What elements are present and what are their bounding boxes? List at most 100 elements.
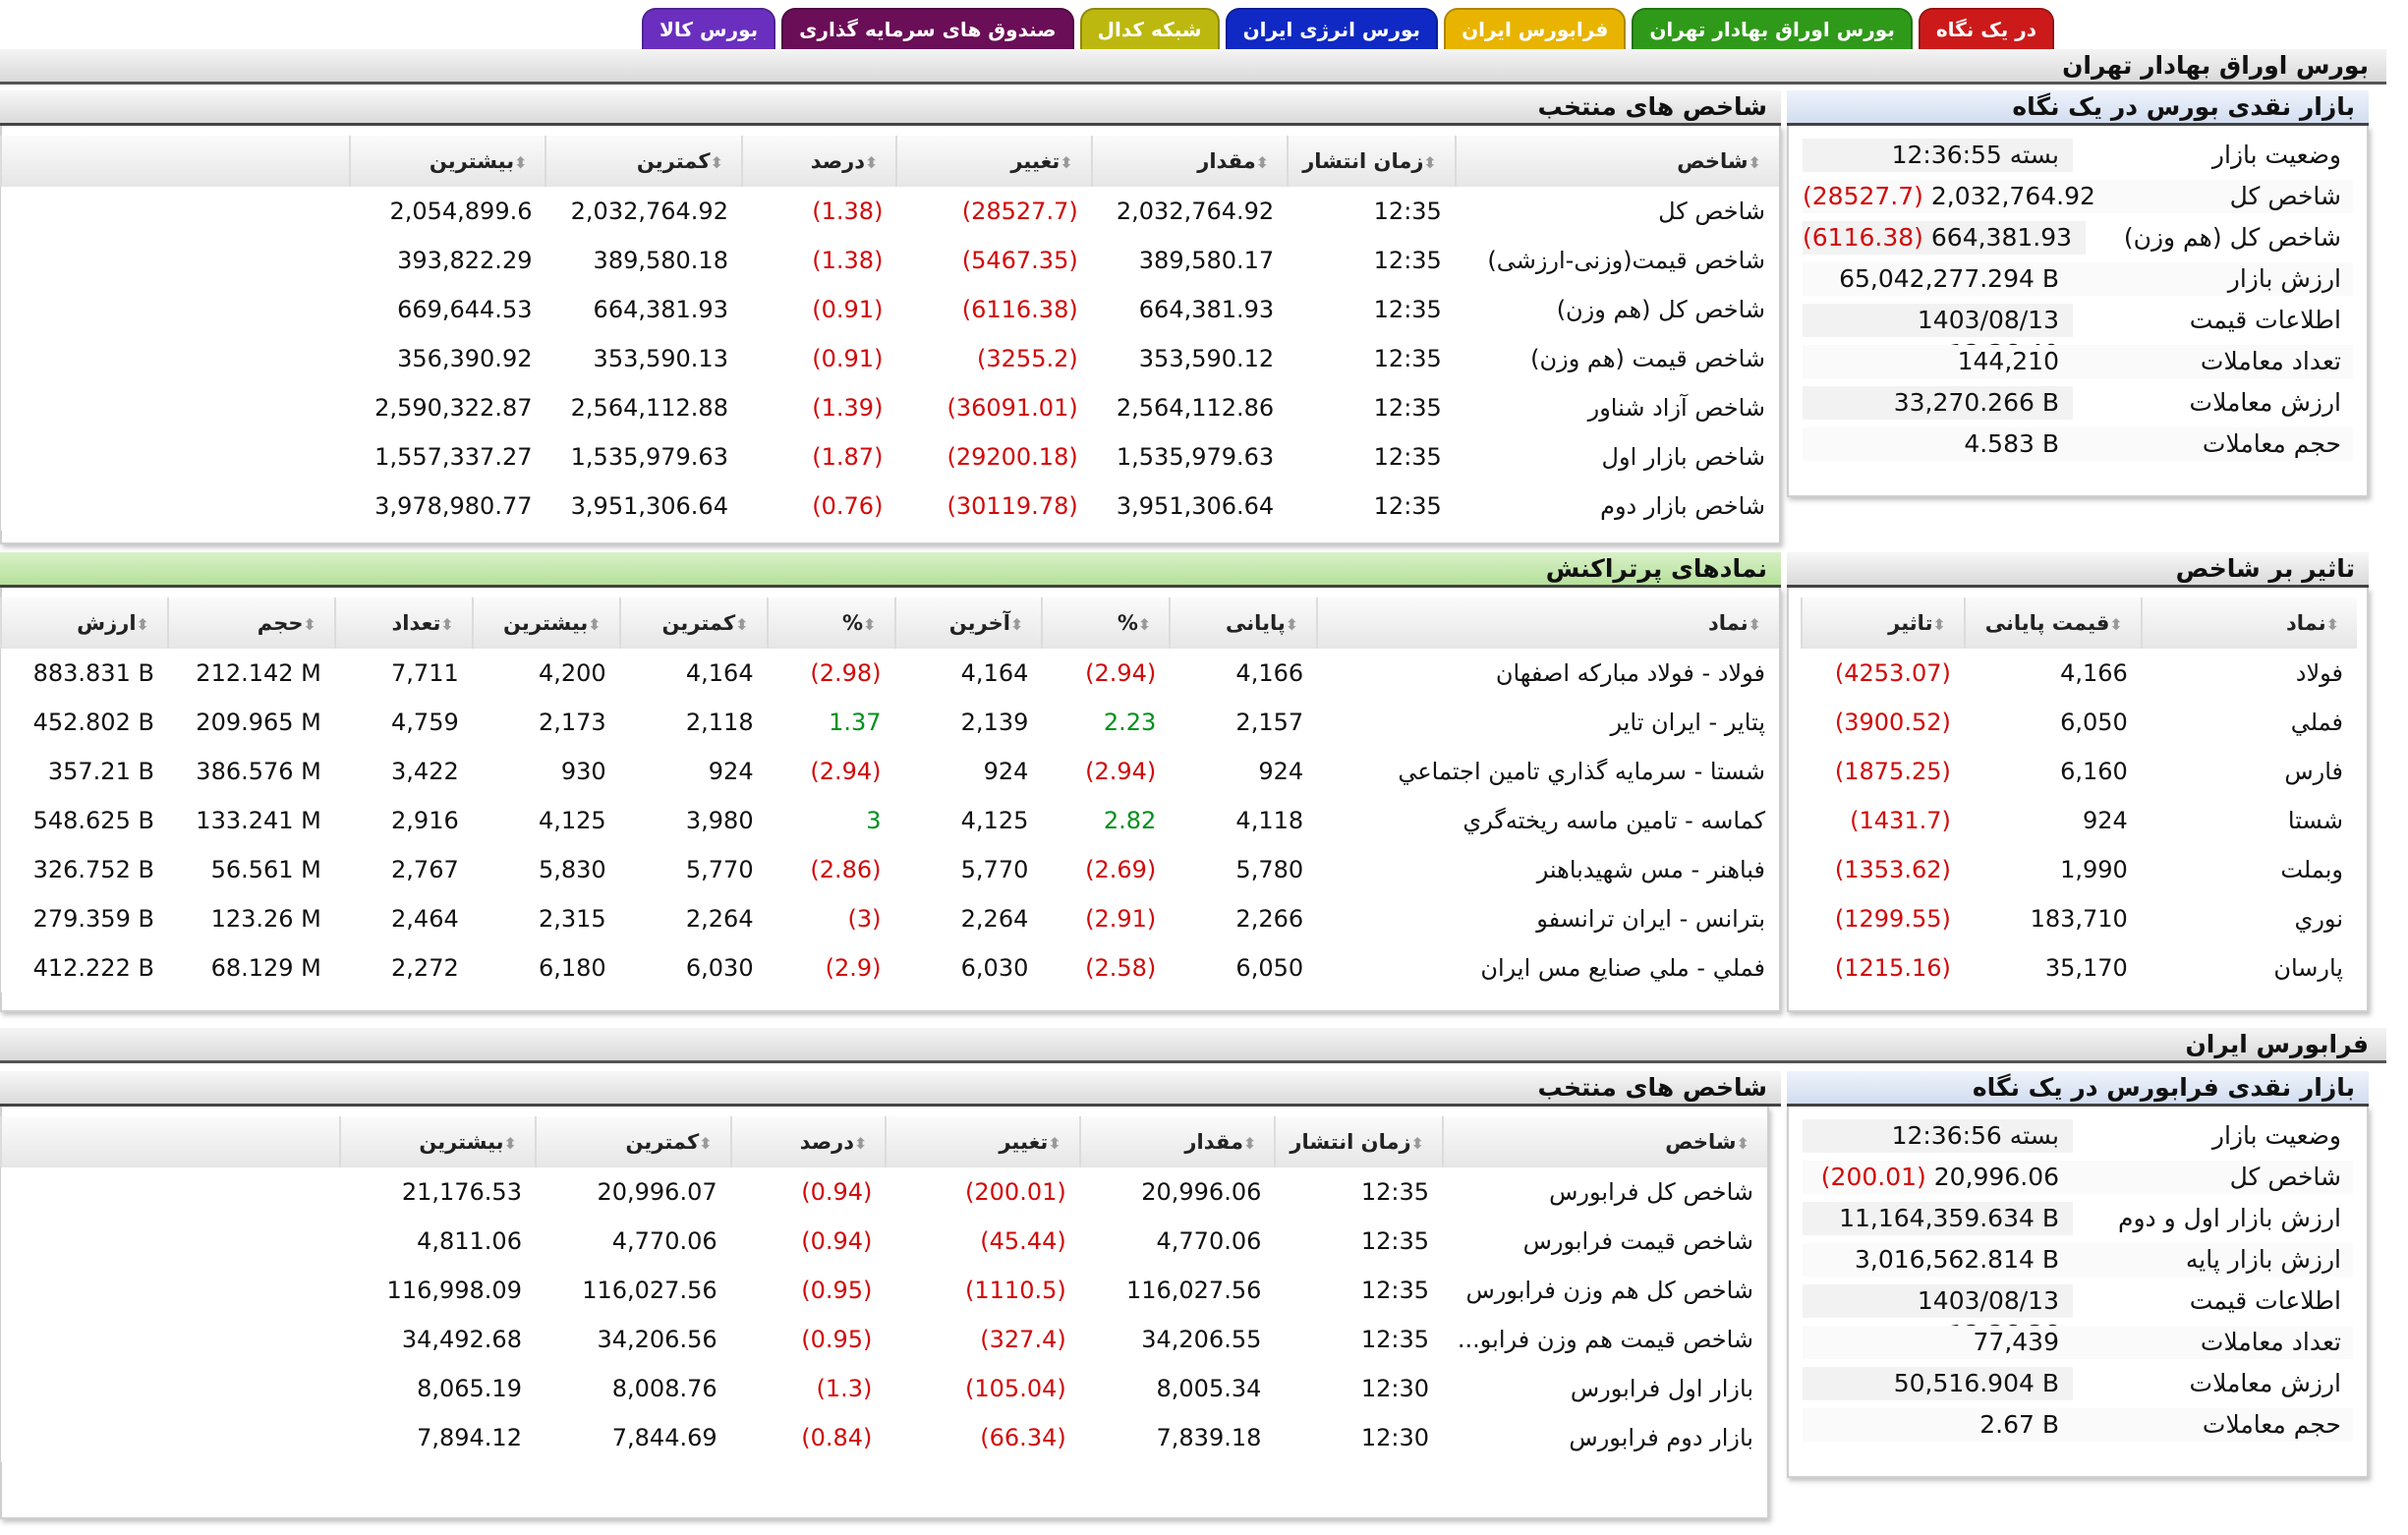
tse-impact-name-cell[interactable]: وبملت bbox=[2141, 845, 2357, 894]
ifb-indices-name-cell[interactable]: بازار اول فرابورس bbox=[1443, 1364, 1767, 1413]
tse-active-row[interactable]: 412.222 B 68.129 M 2,272 6,180 6,030 (2.9) 6,0… bbox=[1, 943, 1779, 993]
tse-impact-row[interactable]: (1431.7) 924 شستا bbox=[1802, 796, 2357, 845]
tse-active-name-cell[interactable]: شستا - سرمايه گذاري تامين اجتماعي bbox=[1317, 747, 1779, 796]
tse-indices-name-cell[interactable]: شاخص بازار دوم bbox=[1455, 482, 1779, 531]
tse-impact-col-header[interactable]: نماد⬍ bbox=[2140, 597, 2357, 649]
tse-summary-value: 33,270.266 B bbox=[1803, 386, 2073, 420]
tse-impact-row[interactable]: (1353.62) 1,990 وبملت bbox=[1802, 845, 2357, 894]
market-tab-6[interactable]: بورس کالا bbox=[642, 8, 776, 49]
tse-active-name-cell[interactable]: كماسه - تامين ماسه ريخته‌گري bbox=[1317, 796, 1779, 845]
tse-impact-row[interactable]: (3900.52) 6,050 فملي bbox=[1802, 698, 2357, 747]
tse-impact-row[interactable]: (1875.25) 6,160 فارس bbox=[1802, 747, 2357, 796]
ifb-indices-col-header[interactable]: بیشترین⬍ bbox=[339, 1116, 536, 1167]
ifb-indices-col-header[interactable]: تغییر⬍ bbox=[885, 1116, 1080, 1167]
tse-active-name-cell[interactable]: فولاد - فولاد مباركه اصفهان bbox=[1317, 649, 1779, 698]
tse-indices-row[interactable]: 2,054,899.6 2,032,764.92 (1.38) (28527.7) 2,… bbox=[1, 187, 1779, 236]
tse-active-col-header[interactable]: ارزش⬍ bbox=[0, 597, 168, 649]
tse-indices-row[interactable]: 3,978,980.77 3,951,306.64 (0.76) (30119.78)… bbox=[1, 482, 1779, 531]
ifb-indices-name-cell[interactable]: شاخص قیمت هم وزن فرابو... bbox=[1443, 1315, 1767, 1364]
tse-indices-row[interactable]: 1,557,337.27 1,535,979.63 (1.87) (29200.18)… bbox=[1, 432, 1779, 482]
tse-indices-value-cell: (28527.7) bbox=[896, 187, 1092, 236]
tse-indices-name-cell[interactable]: شاخص قیمت(وزنی-ارزشی) bbox=[1455, 236, 1779, 285]
ifb-indices-col-header[interactable]: کمترین⬍ bbox=[534, 1116, 731, 1167]
tse-indices-name-cell[interactable]: شاخص بازار اول bbox=[1455, 432, 1779, 482]
ifb-indices-value-cell: (1.3) bbox=[730, 1364, 887, 1413]
ifb-indices-col-header[interactable]: زمان انتشار⬍ bbox=[1274, 1116, 1443, 1167]
tse-indices-col-header[interactable]: شاخص⬍ bbox=[1454, 136, 1779, 187]
tse-indices-row[interactable]: 669,644.53 664,381.93 (0.91) (6116.38) 664,3… bbox=[1, 285, 1779, 334]
tse-active-row[interactable]: 326.752 B 56.561 M 2,767 5,830 5,770 (2.86) 5,… bbox=[1, 845, 1779, 894]
ifb-indices-name-cell[interactable]: شاخص کل فرابورس bbox=[1443, 1167, 1767, 1217]
tse-indices-col-header[interactable]: مقدار⬍ bbox=[1090, 136, 1289, 187]
tse-indices-col-header[interactable]: بیشترین⬍ bbox=[348, 136, 546, 187]
market-tab-0[interactable]: در یک نگاه bbox=[1918, 8, 2054, 49]
tse-impact-value-cell: (1215.16) bbox=[1802, 943, 1965, 993]
tse-active-row[interactable]: 883.831 B 212.142 M 7,711 4,200 4,164 (2.98) 4… bbox=[1, 649, 1779, 698]
ifb-indices-header-spacer bbox=[0, 1116, 341, 1167]
tse-indices-col-header[interactable]: تغییر⬍ bbox=[895, 136, 1092, 187]
tse-impact-name-cell[interactable]: فملي bbox=[2141, 698, 2357, 747]
tse-active-value-cell: 4,759 bbox=[334, 698, 473, 747]
tse-active-row[interactable]: 548.625 B 133.241 M 2,916 4,125 3,980 3 4,125 2… bbox=[1, 796, 1779, 845]
ifb-summary-key: تعداد معاملات bbox=[2073, 1326, 2353, 1359]
ifb-indices-row[interactable]: 8,065.19 8,008.76 (1.3) (105.04) 8,005.34 12:… bbox=[1, 1364, 1767, 1413]
tse-indices-col-header[interactable]: کمترین⬍ bbox=[545, 136, 742, 187]
ifb-indices-row[interactable]: 34,492.68 34,206.56 (0.95) (327.4) 34,206.55… bbox=[1, 1315, 1767, 1364]
tse-impact-col-header[interactable]: تاثیر⬍ bbox=[1801, 597, 1965, 649]
tse-active-col-header[interactable]: %⬍ bbox=[766, 597, 895, 649]
ifb-indices-row[interactable]: 4,811.06 4,770.06 (0.94) (45.44) 4,770.06 12:… bbox=[1, 1217, 1767, 1266]
tse-active-col-header[interactable]: %⬍ bbox=[1041, 597, 1171, 649]
sort-icon: ⬍ bbox=[1242, 1134, 1257, 1153]
tse-indices-row[interactable]: 2,590,322.87 2,564,112.88 (1.39) (36091.01)… bbox=[1, 383, 1779, 432]
tse-active-name-cell[interactable]: پتاير - ايران تاير bbox=[1317, 698, 1779, 747]
tse-active-row[interactable]: 279.359 B 123.26 M 2,464 2,315 2,264 (3) 2,264… bbox=[1, 894, 1779, 943]
market-tab-5[interactable]: صندوق های سرمایه گذاری bbox=[781, 8, 1074, 49]
tse-indices-name-cell[interactable]: شاخص کل (هم وزن) bbox=[1455, 285, 1779, 334]
ifb-indices-name-cell[interactable]: بازار دوم فرابورس bbox=[1443, 1413, 1767, 1462]
tse-indices-name-cell[interactable]: شاخص قیمت (هم وزن) bbox=[1455, 334, 1779, 383]
tse-indices-value-cell: (6116.38) bbox=[896, 285, 1092, 334]
tse-indices-name-cell[interactable]: شاخص کل bbox=[1455, 187, 1779, 236]
tse-impact-row[interactable]: (4253.07) 4,166 فولاد bbox=[1802, 649, 2357, 698]
tse-active-row[interactable]: 452.802 B 209.965 M 4,759 2,173 2,118 1.37 2,1… bbox=[1, 698, 1779, 747]
market-tab-4[interactable]: شبکه کدال bbox=[1079, 8, 1220, 49]
tse-impact-col-header[interactable]: قیمت پایانی⬍ bbox=[1963, 597, 2142, 649]
tse-active-col-header[interactable]: حجم⬍ bbox=[166, 597, 335, 649]
tse-impact-row[interactable]: (1215.16) 35,170 پارسان bbox=[1802, 943, 2357, 993]
tse-impact-name-cell[interactable]: فولاد bbox=[2141, 649, 2357, 698]
tse-active-col-header[interactable]: تعداد⬍ bbox=[333, 597, 473, 649]
ifb-indices-name-cell[interactable]: شاخص کل هم وزن فرابورس bbox=[1443, 1266, 1767, 1315]
ifb-indices-name-cell[interactable]: شاخص قیمت فرابورس bbox=[1443, 1217, 1767, 1266]
tse-active-col-header[interactable]: نماد⬍ bbox=[1316, 597, 1779, 649]
tse-impact-name-cell[interactable]: پارسان bbox=[2141, 943, 2357, 993]
tse-indices-name-cell[interactable]: شاخص آزاد شناور bbox=[1455, 383, 1779, 432]
ifb-indices-row[interactable]: 21,176.53 20,996.07 (0.94) (200.01) 20,996.0… bbox=[1, 1167, 1767, 1217]
ifb-indices-col-header[interactable]: درصد⬍ bbox=[729, 1116, 887, 1167]
tse-active-row[interactable]: 357.21 B 386.576 M 3,422 930 924 (2.94) 924 (2.… bbox=[1, 747, 1779, 796]
tse-impact-name-cell[interactable]: شستا bbox=[2141, 796, 2357, 845]
ifb-indices-col-header[interactable]: مقدار⬍ bbox=[1078, 1116, 1276, 1167]
tse-indices-row[interactable]: 356,390.92 353,590.13 (0.91) (3255.2) 353,59… bbox=[1, 334, 1779, 383]
tse-active-col-header[interactable]: آخرین⬍ bbox=[893, 597, 1043, 649]
tse-impact-row[interactable]: (1299.55) 183,710 نوري bbox=[1802, 894, 2357, 943]
tse-active-col-header[interactable]: بیشترین⬍ bbox=[471, 597, 620, 649]
market-tab-1[interactable]: بورس اوراق بهادار تهران bbox=[1632, 8, 1913, 49]
tse-active-name-cell[interactable]: فباهنر - مس شهيدباهنر bbox=[1317, 845, 1779, 894]
tse-active-col-header[interactable]: کمترین⬍ bbox=[618, 597, 768, 649]
tse-active-name-cell[interactable]: فملي - ملي صنايع مس ايران bbox=[1317, 943, 1779, 993]
ifb-indices-row[interactable]: 7,894.12 7,844.69 (0.84) (66.34) 7,839.18 12:… bbox=[1, 1413, 1767, 1462]
tse-indices-col-header[interactable]: زمان انتشار⬍ bbox=[1287, 136, 1456, 187]
tse-active-name-cell[interactable]: بترانس - ايران ترانسفو bbox=[1317, 894, 1779, 943]
ifb-indices-col-header[interactable]: شاخص⬍ bbox=[1442, 1116, 1767, 1167]
tse-active-col-header[interactable]: پایانی⬍ bbox=[1169, 597, 1318, 649]
ifb-indices-row[interactable]: 116,998.09 116,027.56 (0.95) (1110.5) 116,02… bbox=[1, 1266, 1767, 1315]
tse-impact-name-cell[interactable]: نوري bbox=[2141, 894, 2357, 943]
market-tab-2[interactable]: فرابورس ایران bbox=[1444, 8, 1627, 49]
tse-indices-row[interactable]: 393,822.29 389,580.18 (1.38) (5467.35) 389,5… bbox=[1, 236, 1779, 285]
tse-indices-col-header[interactable]: درصد⬍ bbox=[740, 136, 897, 187]
tse-indices-value-cell: 2,054,899.6 bbox=[350, 187, 546, 236]
market-tab-3[interactable]: بورس انرژی ایران bbox=[1225, 8, 1439, 49]
tse-impact-name-cell[interactable]: فارس bbox=[2141, 747, 2357, 796]
tse-indices-col-header-label: مقدار bbox=[1197, 149, 1256, 173]
sort-icon: ⬍ bbox=[2325, 615, 2339, 634]
